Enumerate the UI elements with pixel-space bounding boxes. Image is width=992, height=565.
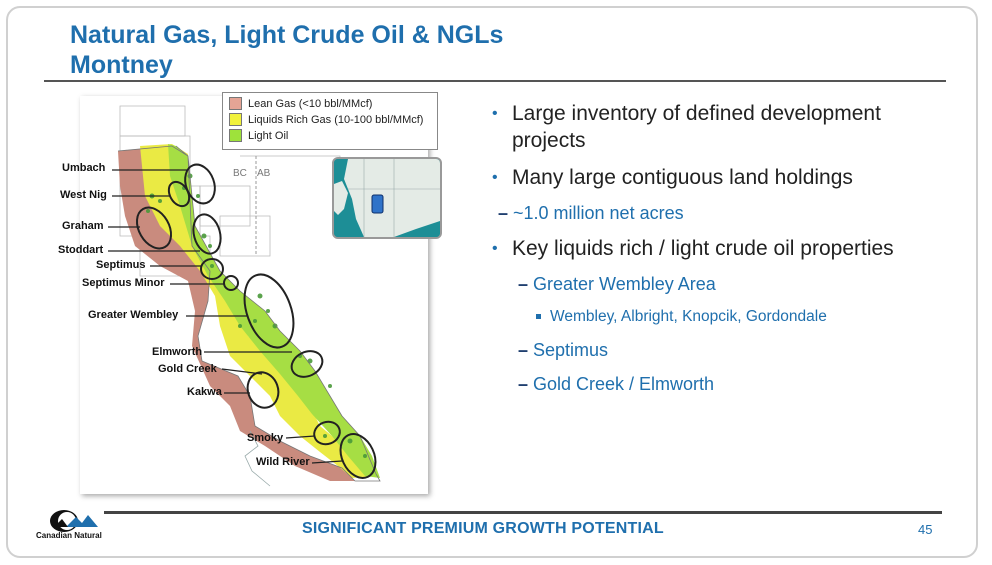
legend-swatch-lean-gas [229,97,242,110]
bullet-list: • Large inventory of defined development… [490,100,960,406]
map-legend: Lean Gas (<10 bbl/MMcf) Liquids Rich Gas… [222,92,438,150]
legend-swatch-liquids-rich [229,113,242,126]
logo-mark-icon [50,510,98,532]
legend-label-lean-gas: Lean Gas (<10 bbl/MMcf) [248,97,373,110]
title-line-2: Montney [70,51,173,79]
place-west-nig: West Nig [60,189,107,201]
sub-bullet-greater-wembley-text: Greater Wembley Area [533,274,716,294]
bullet-dot-icon: • [492,240,498,257]
legend-item-liquids-rich: Liquids Rich Gas (10-100 bbl/MMcf) [229,113,423,126]
logo-text: Canadian Natural [36,531,102,540]
bullet-land-holdings: • Many large contiguous land holdings [490,164,960,191]
page-number: 45 [918,522,933,537]
place-graham: Graham [62,220,104,232]
inset-location-map [332,157,442,239]
legend-swatch-light-oil [229,129,242,142]
place-wild-river: Wild River [256,456,310,468]
place-septimus-minor: Septimus Minor [82,277,165,289]
dash-icon: – [518,274,529,294]
place-gold-creek: Gold Creek [158,363,217,375]
title-divider [44,80,946,82]
legend-label-light-oil: Light Oil [248,129,289,142]
sub-bullet-net-acres: – ~1.0 million net acres [470,201,960,225]
montney-map: Umbach West Nig Graham Stoddart Septimus… [58,96,428,494]
legend-label-liquids-rich: Liquids Rich Gas (10-100 bbl/MMcf) [248,113,424,126]
legend-item-light-oil: Light Oil [229,129,288,142]
footer-tagline: SIGNIFICANT PREMIUM GROWTH POTENTIAL [302,520,664,537]
dash-icon: – [518,340,529,360]
dash-icon: – [518,374,529,394]
bullet-dot-icon: • [492,169,498,186]
place-greater-wembley: Greater Wembley [88,309,179,321]
legend-item-lean-gas: Lean Gas (<10 bbl/MMcf) [229,97,372,110]
bullet-inventory: • Large inventory of defined development… [490,100,960,154]
place-umbach: Umbach [62,162,106,174]
sub-bullet-gold-creek: – Gold Creek / Elmworth [490,372,960,396]
place-kakwa: Kakwa [187,386,222,398]
bc-label: BC [233,168,247,179]
title-line-1: Natural Gas, Light Crude Oil & NGLs [70,21,504,49]
ab-label: AB [257,168,271,179]
bullet-key-properties: • Key liquids rich / light crude oil pro… [490,235,960,262]
sub-sub-bullet-wembley: Wembley, Albright, Knopcik, Gordondale [490,306,960,328]
inset-map-graphic [334,159,440,237]
bullet-dot-icon: • [492,105,498,122]
place-stoddart: Stoddart [58,244,104,256]
place-septimus: Septimus [96,259,146,271]
page-title: Natural Gas, Light Crude Oil & NGLs Mont… [70,20,503,80]
footer-divider [104,511,942,514]
sub-bullet-greater-wembley: – Greater Wembley Area [490,272,960,296]
sub-sub-bullet-wembley-text: Wembley, Albright, Knopcik, Gordondale [550,308,827,325]
company-logo: Canadian Natural [36,509,108,543]
place-smoky: Smoky [247,432,284,444]
bullet-land-holdings-text: Many large contiguous land holdings [512,166,853,189]
bullet-key-properties-text: Key liquids rich / light crude oil prope… [512,237,894,260]
square-bullet-icon [536,314,541,319]
bullet-inventory-text: Large inventory of defined development p… [512,102,881,152]
sub-bullet-net-acres-text: ~1.0 million net acres [513,203,684,223]
sub-bullet-gold-creek-text: Gold Creek / Elmworth [533,374,715,394]
dash-icon: – [498,203,509,223]
place-elmworth: Elmworth [152,346,203,358]
sub-bullet-septimus-text: Septimus [533,340,609,360]
sub-bullet-septimus: – Septimus [490,338,960,362]
